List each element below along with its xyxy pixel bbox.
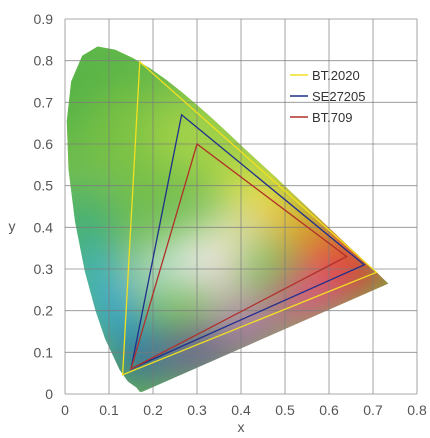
gamut-triangles xyxy=(121,60,378,376)
grid-lines xyxy=(64,18,418,395)
y-tick-label: 0.8 xyxy=(34,53,54,69)
color-region-17 xyxy=(205,214,259,257)
y-axis-ticks: 0 0.1 0.2 0.3 0.4 0.5 0.6 0.7 0.8 0.9 xyxy=(34,11,54,402)
x-tick-label: 0.5 xyxy=(275,402,295,418)
x-axis-ticks: 0 0.1 0.2 0.3 0.4 0.5 0.6 0.7 0.8 xyxy=(61,402,427,418)
gamut-triangle-bt-709 xyxy=(129,142,348,371)
y-tick-label: 0.1 xyxy=(34,344,54,360)
y-tick-label: 0.5 xyxy=(34,178,54,194)
x-tick-label: 0.2 xyxy=(143,402,163,418)
x-axis-title: x xyxy=(238,419,245,435)
y-tick-label: 0.9 xyxy=(34,11,54,27)
x-tick-label: 0.6 xyxy=(319,402,339,418)
legend-label: BT.709 xyxy=(312,110,352,125)
y-tick-label: 0.2 xyxy=(34,303,54,319)
y-tick-label: 0.3 xyxy=(34,261,54,277)
x-tick-label: 0.8 xyxy=(407,402,427,418)
color-region-18 xyxy=(201,264,246,307)
y-tick-label: 0.7 xyxy=(34,94,54,110)
gamut-triangle-se27205 xyxy=(130,113,366,371)
legend: BT.2020 SE27205 BT.709 xyxy=(290,68,366,125)
gamut-triangle-bt-2020 xyxy=(121,60,378,376)
color-region-14 xyxy=(271,273,343,324)
legend-label: SE27205 xyxy=(312,89,366,104)
y-tick-label: 0 xyxy=(45,386,53,402)
x-tick-label: 0.7 xyxy=(363,402,383,418)
color-region-13 xyxy=(219,302,281,353)
x-tick-label: 0.4 xyxy=(231,402,251,418)
y-tick-label: 0.6 xyxy=(34,136,54,152)
y-axis-title: y xyxy=(9,218,16,234)
legend-label: BT.2020 xyxy=(312,68,360,83)
x-tick-label: 0.1 xyxy=(99,402,119,418)
x-tick-label: 0.3 xyxy=(187,402,207,418)
y-tick-label: 0.4 xyxy=(34,219,54,235)
x-tick-label: 0 xyxy=(61,402,69,418)
